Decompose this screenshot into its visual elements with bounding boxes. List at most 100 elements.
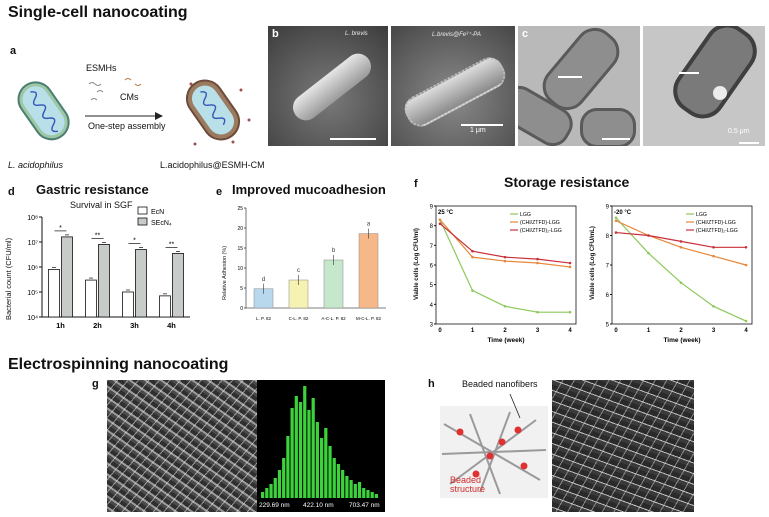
f1-legend-label: (CHI/ZTFD)-LGG — [520, 220, 560, 226]
hist-bar — [290, 408, 294, 498]
beaded-nanofibers-diagram — [440, 393, 548, 498]
chart-e: 0 5 10 15 20 25 d L. P. 82 c C-L. P. 82 b A-C-L. P.… — [237, 206, 386, 321]
hist-bar — [353, 484, 357, 498]
e-ytick-label: 10 — [237, 266, 243, 272]
f2-ytick-label: 6 — [606, 293, 610, 299]
survival-subtitle: Survival in SGF — [70, 200, 133, 210]
f1-point — [503, 305, 507, 308]
d-xtick-label: 3h — [130, 321, 139, 330]
e-xtick-label: A-C-L. P. 82 — [321, 316, 346, 321]
beaded-structure-label: Beaded structure — [450, 475, 486, 494]
hist-bar — [269, 484, 273, 498]
hist-bar — [307, 410, 311, 498]
f2-legend-label: (CHI/ZTFD)₂-LGG — [696, 228, 738, 234]
sem-image-l-brevis-coated — [391, 26, 515, 146]
tem-image-right — [643, 26, 765, 146]
d-legend-label: EcN — [151, 209, 164, 216]
d-ytick-label: 10⁸ — [27, 215, 38, 222]
d-ytick-label: 10⁷ — [28, 240, 39, 247]
f1-point — [536, 257, 539, 261]
f1-xlabel: Time (week) — [487, 337, 524, 344]
f1-temp-label: 25 °C — [438, 210, 454, 216]
f2-point — [647, 234, 650, 237]
f2-point — [679, 281, 683, 284]
hist-bar — [349, 480, 353, 498]
hist-bar — [328, 446, 332, 498]
panel-e-letter: e — [216, 186, 223, 198]
f1-ytick-label: 8 — [430, 224, 434, 230]
panel-b-letter: b — [272, 28, 279, 40]
scale-0-5um: 0.5 μm — [728, 128, 750, 135]
e-ytick-label: 5 — [240, 286, 243, 292]
f2-xtick-label: 2 — [679, 328, 683, 334]
f1-point — [471, 249, 474, 253]
f1-point — [503, 259, 507, 263]
chart-f2: 5 6 7 8 9 0 1 2 3 4 Time (week) -20 °C LGG (CHI/ZTFD)… — [606, 205, 753, 344]
sem-image-l-brevis — [268, 26, 388, 146]
e-ytick-label: 0 — [240, 306, 243, 312]
f2-point — [712, 254, 715, 258]
d-xtick-label: 1h — [56, 321, 65, 330]
d-bar — [122, 291, 134, 318]
hist-bar — [277, 470, 282, 498]
hist-bar — [324, 428, 328, 498]
f1-ytick-label: 5 — [430, 283, 434, 289]
e-ytick-label: 20 — [237, 226, 243, 232]
hist-bar — [303, 386, 307, 498]
d-sig-label: ** — [169, 241, 175, 248]
d-bar — [135, 249, 147, 318]
d-sig-label: * — [133, 238, 136, 245]
cms-label: CMs — [120, 92, 139, 102]
d-ytick-label: 10⁶ — [27, 265, 38, 272]
f1-legend-label: (CHI/ZTFD)₂-LGG — [520, 228, 562, 234]
d-bar — [85, 279, 97, 318]
one-step-assembly-label: One-step assembly — [88, 121, 166, 131]
hist-bar — [362, 488, 366, 498]
bacterium-right-illustration — [185, 79, 241, 141]
l-brevis-label: L. brevis — [345, 31, 368, 37]
d-sig-label: ** — [95, 232, 101, 239]
single-cell-title: Single-cell nanocoating — [8, 4, 188, 21]
scale-1um: 1 μm — [470, 127, 486, 134]
f1-point — [536, 310, 539, 314]
hist-bar — [261, 492, 265, 498]
hist-bar — [366, 490, 370, 498]
f1-point — [568, 261, 572, 265]
hist-bar — [273, 478, 277, 498]
chart-d: 10⁸ 10⁷ 10⁶ 10⁵ 10⁴ 1h * 2h ** 3h * 4h ** EcN SEcN₄ — [27, 206, 190, 330]
panel-d-ylabel: Bacterial count (CFU/ml) — [4, 237, 13, 320]
f1-point — [503, 255, 507, 259]
f1-point — [536, 261, 539, 265]
hist-bar — [311, 398, 315, 498]
e-bar — [358, 233, 379, 309]
panel-f-letter: f — [414, 178, 418, 190]
f1-legend-label: LGG — [520, 212, 531, 218]
d-legend-swatch — [137, 217, 148, 226]
hist-bar — [374, 494, 378, 498]
l-acidophilus-label: L. acidophilus — [8, 160, 64, 170]
hist-bar — [265, 488, 269, 498]
f1-point — [438, 218, 442, 222]
d-sig-label: * — [59, 225, 62, 232]
f2-point — [647, 251, 650, 255]
d-ytick-label: 10⁵ — [27, 290, 38, 297]
f1-xtick-label: 3 — [536, 328, 540, 334]
f2-point — [679, 246, 683, 249]
f1-xtick-label: 1 — [471, 328, 475, 334]
hist-bar — [320, 438, 324, 498]
e-xtick-label: L. P. 82 — [256, 316, 271, 321]
d-bar — [172, 252, 184, 318]
e-sig-letter: a — [367, 222, 371, 228]
e-sig-letter: c — [297, 268, 300, 274]
f2-point — [712, 305, 715, 308]
e-xtick-label: M-C-L. P. 82 — [356, 316, 381, 321]
d-ytick-label: 10⁴ — [27, 315, 38, 322]
f1-ytick-label: 7 — [430, 244, 434, 250]
f1-point — [438, 222, 442, 225]
hist-bar — [282, 458, 286, 498]
d-bar — [61, 236, 73, 318]
mucoadhesion-heading: Improved mucoadhesion — [232, 182, 386, 197]
gastric-resistance-heading: Gastric resistance — [36, 182, 149, 197]
d-bar — [98, 244, 110, 318]
f1-point — [471, 255, 474, 259]
